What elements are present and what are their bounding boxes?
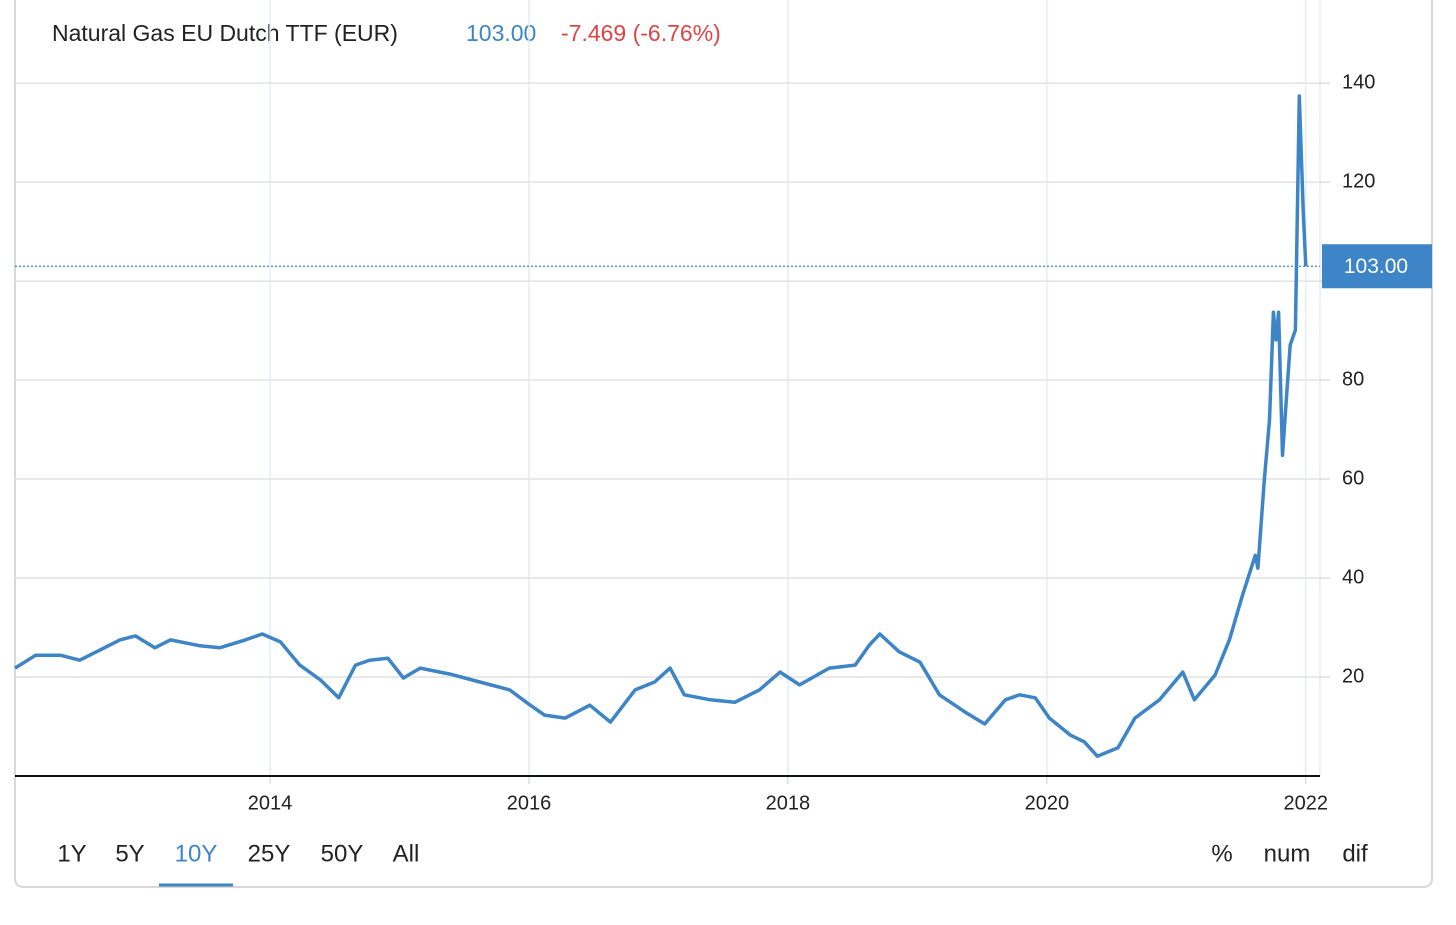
y-tick-label: 140 xyxy=(1342,71,1375,93)
x-tick-label: 2014 xyxy=(248,792,293,814)
mode-button[interactable]: % xyxy=(1211,840,1232,867)
line xyxy=(14,94,1308,758)
range-button[interactable]: 10Y xyxy=(175,840,218,867)
range-button[interactable]: 1Y xyxy=(57,840,86,867)
x-tick-label: 2020 xyxy=(1025,792,1070,814)
x-tick-label: 2018 xyxy=(766,792,811,814)
last-tag-label: 103.00 xyxy=(1344,255,1408,278)
x-tick-label: 2016 xyxy=(507,792,552,814)
x-tick-label: 2022 xyxy=(1284,792,1329,814)
y-tick-label: 40 xyxy=(1342,566,1364,588)
last-value: 103.00 xyxy=(466,20,536,46)
change: -7.469 (-6.76%) xyxy=(561,20,721,46)
range-button[interactable]: 5Y xyxy=(115,840,144,867)
y-tick-label: 80 xyxy=(1342,368,1364,390)
y-tick-label: 60 xyxy=(1342,467,1364,489)
mode-button[interactable]: dif xyxy=(1342,840,1368,867)
chart-title: Natural Gas EU Dutch TTF (EUR) xyxy=(52,20,398,46)
range-button[interactable]: All xyxy=(393,840,420,867)
range-button[interactable]: 25Y xyxy=(248,840,291,867)
range-button[interactable]: 50Y xyxy=(321,840,364,867)
frame xyxy=(14,0,1433,888)
mode-button[interactable]: num xyxy=(1264,840,1311,867)
last-tag xyxy=(1322,244,1432,289)
y-tick-label: 120 xyxy=(1342,170,1375,192)
y-tick-label: 20 xyxy=(1342,665,1364,687)
